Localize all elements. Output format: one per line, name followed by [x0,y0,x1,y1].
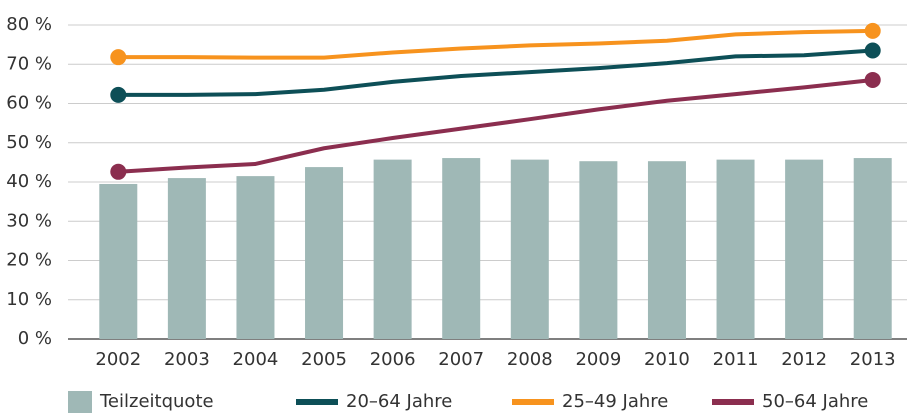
bar [236,176,275,339]
line [118,48,873,97]
x-tick-label: 2009 [575,349,621,370]
legend-label: 25–49 Jahre [562,391,668,412]
bar [373,159,412,339]
x-tick-label: 2008 [507,349,553,370]
bar [99,183,138,339]
bar [305,167,344,339]
line-marker [110,49,127,66]
legend-label: 50–64 Jahre [762,391,868,412]
bar [167,178,206,339]
line-marker [864,42,881,59]
y-tick-label: 30 % [6,210,52,231]
x-tick-label: 2010 [644,349,690,370]
line-marker [110,163,127,180]
bar [579,161,618,339]
x-tick-label: 2012 [781,349,827,370]
bar [510,159,549,339]
x-tick-label: 2011 [713,349,759,370]
line-marker [864,22,881,39]
line [118,77,873,174]
x-tick-label: 2006 [370,349,416,370]
bar [853,158,892,339]
x-tick-label: 2002 [95,349,141,370]
x-tick-label: 2004 [233,349,279,370]
line-marker [110,86,127,103]
legend-label: 20–64 Jahre [346,391,452,412]
line-marker [864,71,881,88]
y-tick-label: 0 % [18,328,52,349]
line [118,28,873,60]
x-tick-label: 2005 [301,349,347,370]
x-tick-label: 2007 [438,349,484,370]
bar [442,158,481,339]
legend-swatch [68,391,92,413]
legend-label: Teilzeitquote [99,391,214,412]
x-tick-label: 2013 [850,349,896,370]
y-tick-label: 70 % [6,53,52,74]
y-tick-label: 20 % [6,250,52,271]
y-tick-label: 60 % [6,93,52,114]
y-tick-label: 40 % [6,171,52,192]
x-tick-label: 2003 [164,349,210,370]
bar [716,159,755,339]
bar [785,159,824,339]
y-tick-label: 10 % [6,289,52,310]
y-tick-label: 50 % [6,132,52,153]
y-tick-label: 80 % [6,14,52,35]
bar [647,161,686,339]
